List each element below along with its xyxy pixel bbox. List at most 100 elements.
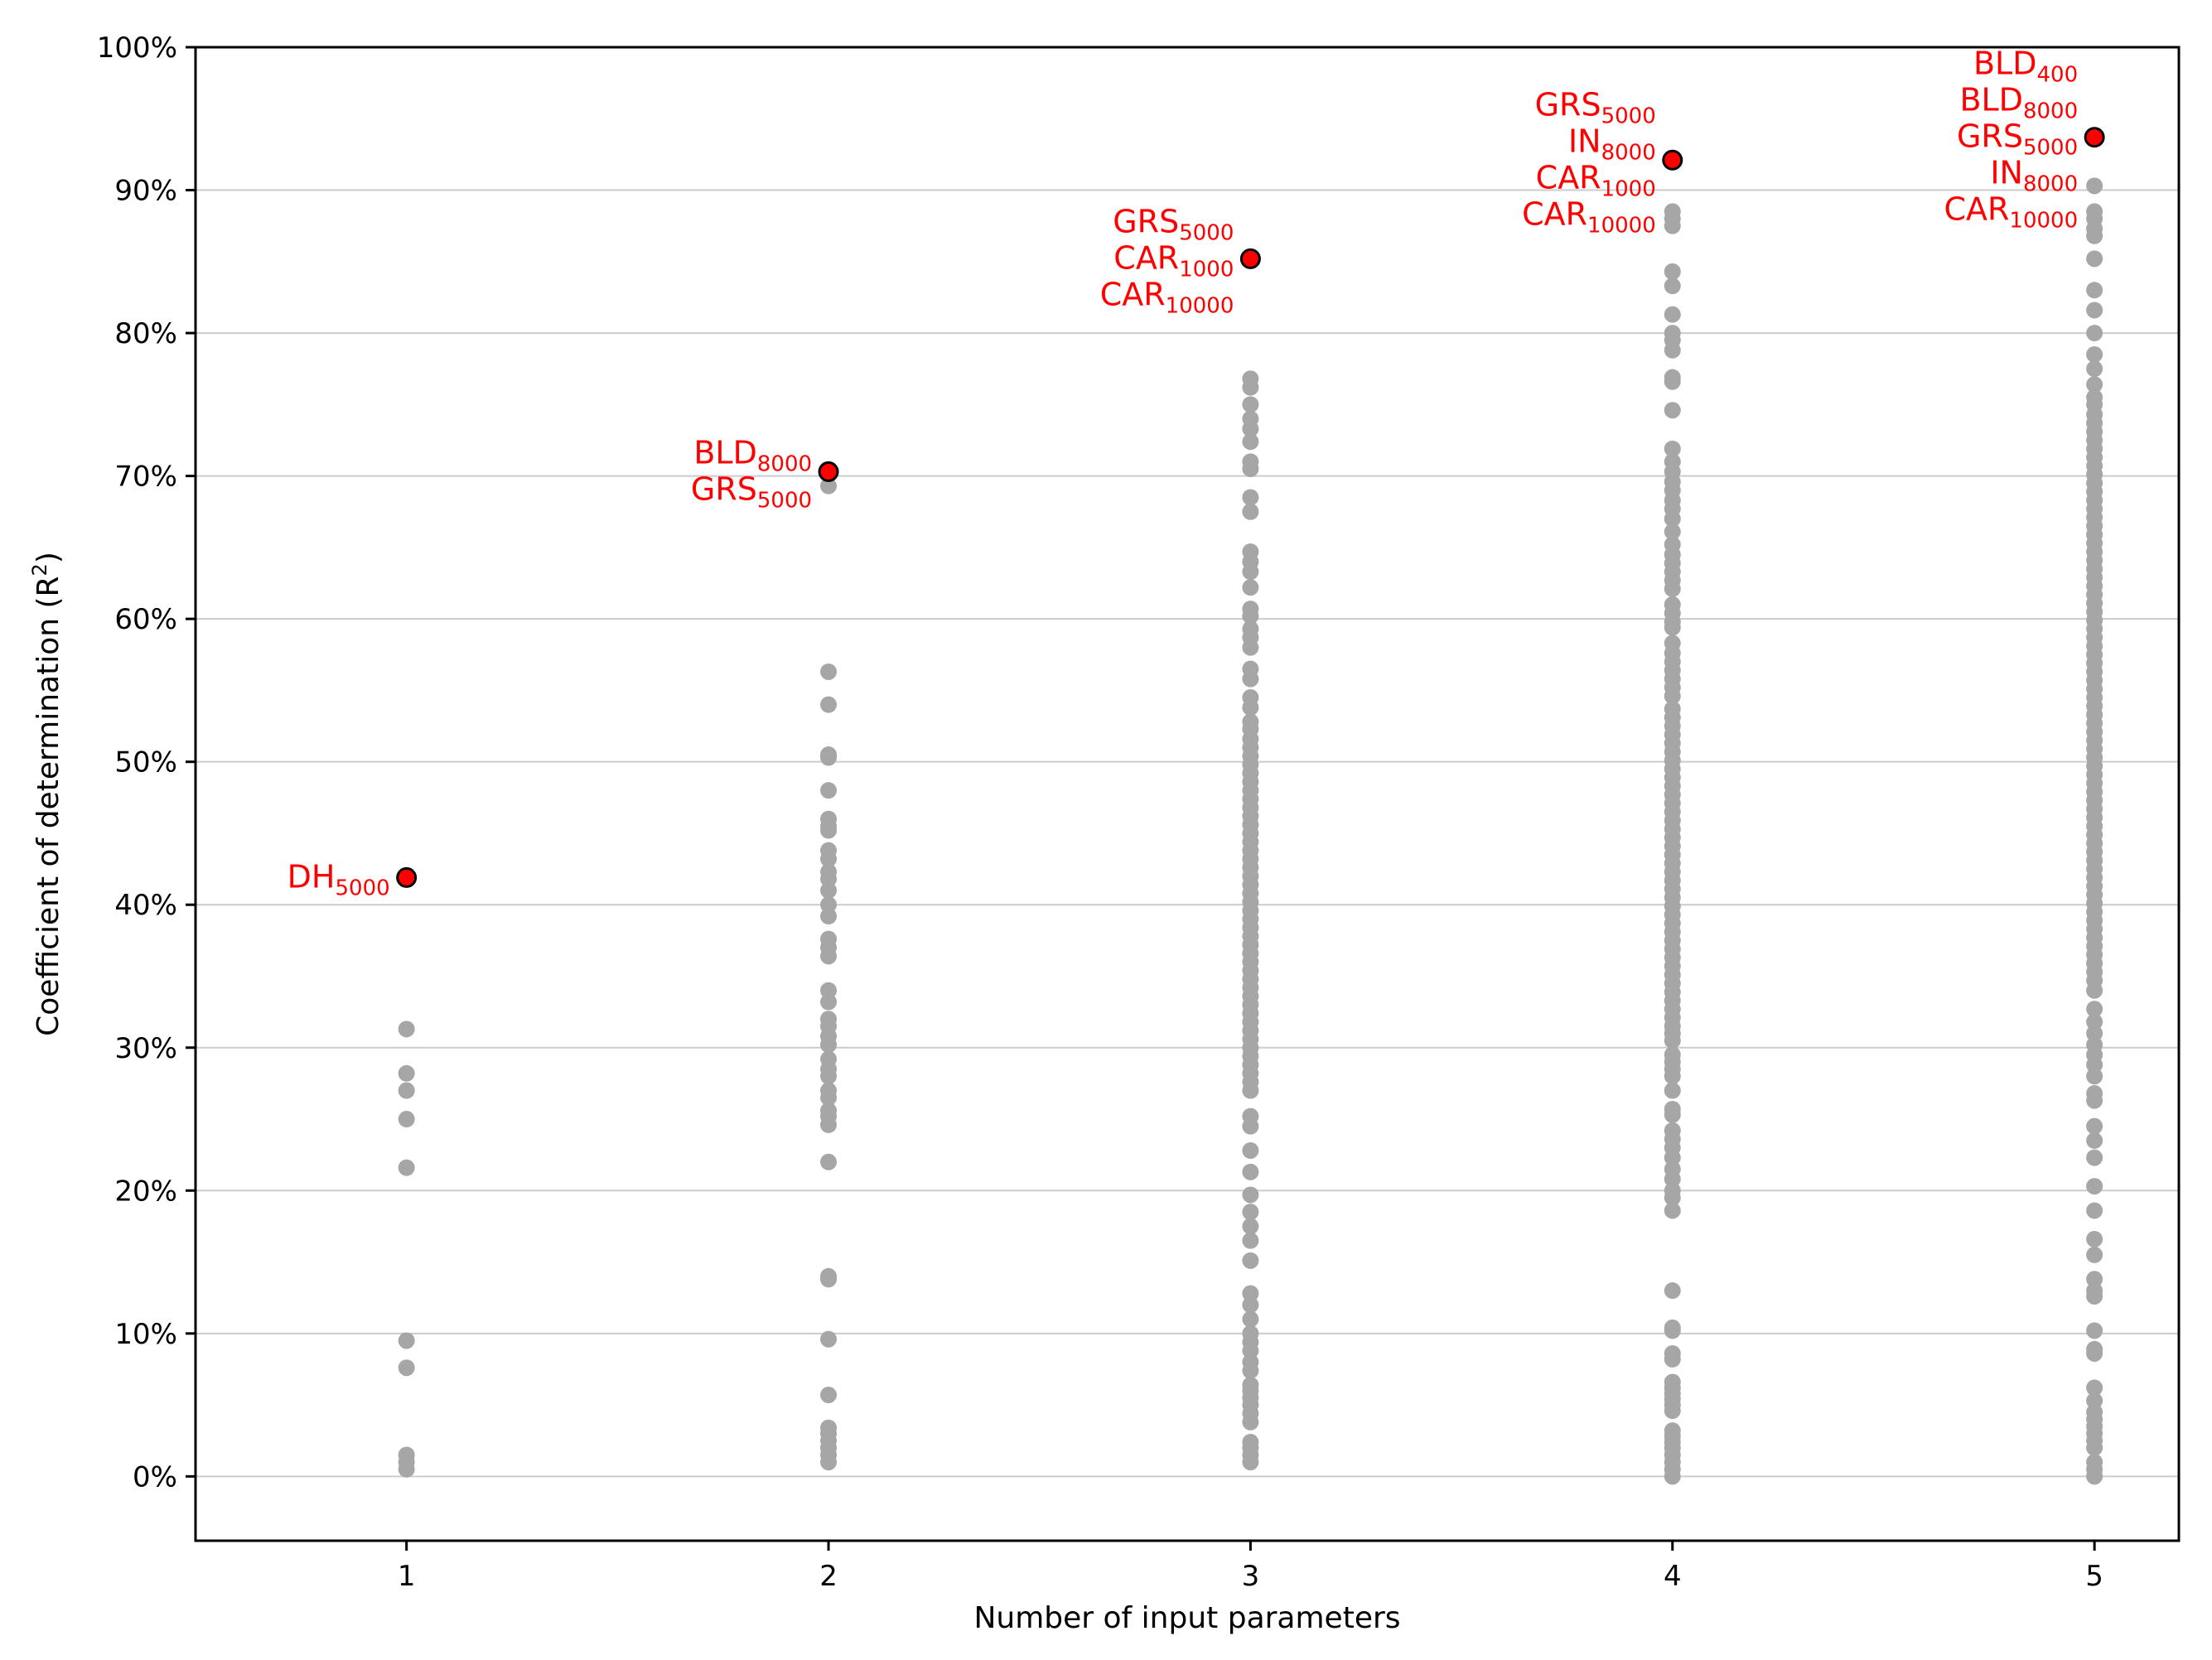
data-point-0-3 [398, 1111, 415, 1128]
data-point-0-6 [398, 1359, 415, 1377]
data-point-0-5 [398, 1332, 415, 1349]
data-point-2-18 [1242, 639, 1259, 656]
y-tick-label-8: 80% [114, 317, 177, 350]
annotation-4-1: BLD8000 [1959, 82, 2078, 124]
data-point-3-5 [1664, 306, 1681, 323]
best-point-0 [396, 866, 418, 888]
data-point-4-104 [2086, 1379, 2103, 1397]
data-point-4-92 [2086, 1132, 2103, 1149]
data-point-1-27 [820, 1068, 838, 1085]
data-point-3-12 [1664, 440, 1681, 457]
data-point-2-4 [1242, 420, 1259, 437]
data-point-1-43 [820, 1454, 838, 1471]
data-point-4-90 [2086, 1092, 2103, 1109]
annotation-2-0: GRS5000 [1113, 203, 1234, 245]
data-point-1-8 [820, 822, 838, 839]
data-point-2-22 [1242, 699, 1259, 717]
data-point-2-78 [1242, 1310, 1259, 1328]
data-point-2-20 [1242, 670, 1259, 688]
data-point-3-112 [1664, 1468, 1681, 1485]
y-axis-ticks: 0% 10% 20% 30% 40% 50% 60% 70% 80% 90% 100% [97, 31, 196, 1494]
data-point-3-77 [1664, 1032, 1681, 1050]
data-point-2-5 [1242, 433, 1259, 451]
data-point-4-0 [2086, 177, 2103, 195]
data-point-4-114 [2086, 1468, 2103, 1485]
data-point-1-10 [820, 851, 838, 868]
data-point-1-5 [820, 782, 838, 799]
x-tick-label-4: 5 [2085, 1560, 2103, 1593]
data-point-3-96 [1664, 1322, 1681, 1339]
y-tick-label-0: 0% [133, 1460, 177, 1494]
y-tick-label-4: 40% [114, 889, 177, 922]
data-point-3-2 [1664, 217, 1681, 234]
data-point-3-20 [1664, 523, 1681, 540]
data-point-4-105 [2086, 1392, 2103, 1409]
annotation-3-0: GRS5000 [1535, 86, 1656, 128]
data-point-3-90 [1664, 1170, 1681, 1188]
y-tick-label-7: 70% [114, 461, 177, 494]
data-point-4-91 [2086, 1117, 2103, 1135]
data-point-0-2 [398, 1082, 415, 1099]
data-points [398, 177, 2103, 1485]
data-point-1-18 [820, 948, 838, 965]
data-point-1-35 [820, 1271, 838, 1288]
data-point-4-87 [2086, 1056, 2103, 1074]
data-point-3-3 [1664, 263, 1681, 280]
annotation-1-1: GRS5000 [691, 470, 812, 513]
data-point-4-82 [2086, 1001, 2103, 1018]
y-tick-label-1: 10% [114, 1318, 177, 1351]
data-point-2-83 [1242, 1362, 1259, 1379]
data-point-1-12 [820, 871, 838, 888]
plot-frame [194, 46, 2181, 1542]
x-tick-label-1: 2 [819, 1560, 838, 1593]
data-point-3-93 [1664, 1202, 1681, 1219]
data-point-1-20 [820, 993, 838, 1011]
data-point-2-73 [1242, 1218, 1259, 1235]
data-point-2-71 [1242, 1186, 1259, 1204]
data-point-1-24 [820, 1036, 838, 1054]
data-point-4-88 [2086, 1068, 2103, 1085]
annotation-2-2: CAR10000 [1100, 276, 1234, 318]
y-tick-label-5: 50% [114, 746, 177, 779]
data-point-4-95 [2086, 1202, 2103, 1219]
data-point-3-19 [1664, 510, 1681, 528]
annotation-3-3: CAR10000 [1522, 195, 1656, 238]
data-point-4-5 [2086, 250, 2103, 268]
data-point-3-8 [1664, 341, 1681, 359]
data-point-3-37 [1664, 688, 1681, 705]
data-point-2-1 [1242, 379, 1259, 396]
data-point-4-101 [2086, 1322, 2103, 1339]
data-point-2-66 [1242, 1082, 1259, 1099]
x-tick-label-2: 3 [1242, 1560, 1260, 1593]
y-tick-label-9: 90% [114, 175, 177, 208]
data-point-2-12 [1242, 563, 1259, 581]
y-tick-label-6: 60% [114, 603, 177, 636]
data-point-3-94 [1664, 1282, 1681, 1300]
data-point-1-4 [820, 749, 838, 766]
data-point-4-93 [2086, 1149, 2103, 1166]
annotation-4-0: BLD400 [1973, 46, 2078, 88]
annotation-4-2: GRS5000 [1957, 118, 2078, 161]
annotation-3-1: IN8000 [1568, 123, 1656, 165]
data-point-2-72 [1242, 1204, 1259, 1221]
data-point-3-4 [1664, 277, 1681, 295]
data-point-1-2 [820, 696, 838, 713]
data-point-2-68 [1242, 1117, 1259, 1135]
data-point-2-7 [1242, 460, 1259, 477]
data-point-1-36 [820, 1330, 838, 1348]
data-point-3-81 [1664, 1068, 1681, 1085]
data-point-1-37 [820, 1387, 838, 1404]
data-point-3-82 [1664, 1082, 1681, 1099]
data-point-2-76 [1242, 1285, 1259, 1302]
y-tick-label-3: 30% [114, 1032, 177, 1065]
y-axis-label: Coefficient of determination (R2) [28, 552, 65, 1036]
data-point-4-97 [2086, 1246, 2103, 1263]
data-point-3-10 [1664, 373, 1681, 390]
data-point-4-84 [2086, 1025, 2103, 1042]
best-point-2 [1239, 248, 1261, 269]
data-point-2-70 [1242, 1163, 1259, 1180]
best-points: DH5000BLD8000GRS5000GRS5000CAR1000CAR100… [287, 46, 2105, 900]
data-point-1-33 [820, 1153, 838, 1170]
best-point-1 [818, 461, 839, 482]
